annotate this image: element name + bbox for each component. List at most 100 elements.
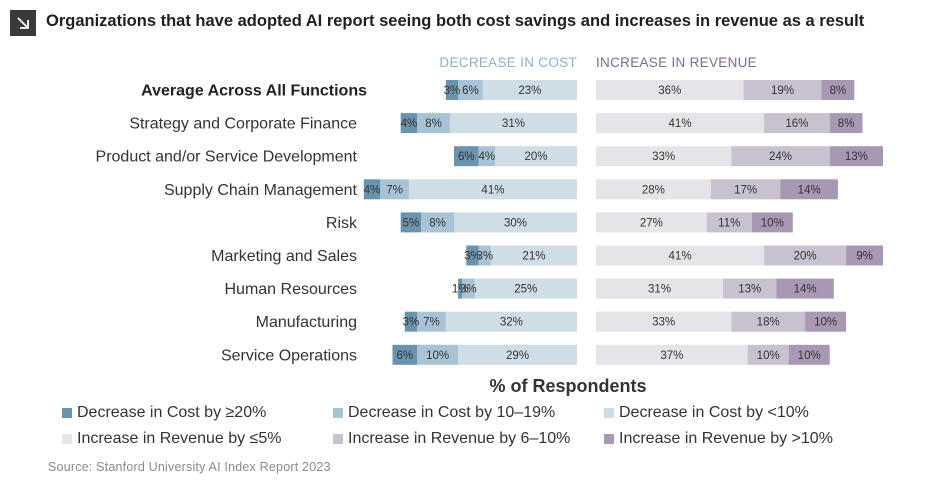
data-label: 3% (476, 251, 493, 263)
bar-segment (776, 278, 834, 299)
data-label: 10% (761, 217, 784, 229)
data-label: 16% (785, 118, 808, 130)
legend-item: Decrease in Cost by <10% (604, 404, 809, 422)
bar-segment (596, 113, 765, 134)
data-label: 31% (648, 284, 671, 296)
data-label: 41% (669, 118, 692, 130)
bar-segment (596, 344, 748, 365)
legend-swatch (333, 434, 343, 444)
legend-item: Increase in Revenue by >10% (604, 430, 833, 448)
data-label: 8% (425, 118, 442, 130)
data-label: 14% (798, 184, 821, 196)
data-label: 10% (426, 350, 449, 362)
bar-segment (495, 146, 577, 167)
legend-swatch (333, 408, 343, 418)
legend-swatch (604, 434, 614, 444)
bar-segment (596, 80, 744, 100)
chart-title: Organizations that have adopted AI repor… (46, 12, 865, 30)
legend-swatch (62, 408, 72, 418)
category-label: Manufacturing (256, 314, 357, 331)
source-note: Source: Stanford University AI Index Rep… (48, 460, 331, 474)
data-label: 30% (504, 217, 527, 229)
data-label: 3% (444, 85, 461, 97)
bar-segment (458, 80, 483, 100)
bar-segment (392, 344, 418, 365)
bar-segment (454, 212, 577, 233)
bar-segment (805, 311, 847, 332)
legend-label: Increase in Revenue by ≤5% (77, 430, 282, 447)
data-label: 9% (856, 251, 873, 263)
bar-segment (596, 179, 711, 200)
bar-segment (458, 344, 577, 365)
legend-label: Decrease in Cost by <10% (619, 404, 809, 421)
bar-segment (417, 311, 446, 332)
data-label: 27% (640, 217, 663, 229)
data-label: 21% (522, 251, 545, 263)
data-label: 17% (734, 184, 757, 196)
data-label: 13% (845, 151, 868, 163)
bar-segment (731, 146, 830, 167)
bar-segment (747, 344, 789, 365)
bar-segment (449, 113, 577, 134)
legend-swatch (62, 434, 72, 444)
category-label: Supply Chain Management (164, 182, 358, 199)
bar-segment (764, 113, 830, 134)
bar-segment (829, 146, 883, 167)
bar-segment (788, 344, 830, 365)
data-label: 8% (429, 217, 446, 229)
category-label: Strategy and Corporate Finance (129, 116, 357, 133)
bar-segment (400, 113, 418, 134)
bar-segment (478, 245, 491, 266)
bar-segment (596, 245, 765, 266)
bar-segment (596, 146, 732, 167)
data-label: 4% (364, 184, 381, 196)
category-label: Service Operations (221, 347, 357, 364)
category-label: Risk (326, 215, 358, 232)
data-label: 5% (403, 217, 420, 229)
legend-item: Increase in Revenue by ≤5% (62, 430, 281, 448)
data-label: 8% (838, 118, 855, 130)
bar-segment (478, 146, 495, 167)
bar-segment (596, 278, 724, 299)
data-label: 1% (452, 284, 469, 296)
data-label: 28% (642, 184, 665, 196)
data-label: 36% (658, 85, 681, 97)
bar-segment (462, 278, 475, 299)
data-label: 10% (798, 350, 821, 362)
data-label: 33% (652, 317, 675, 329)
data-label: 24% (769, 151, 792, 163)
legend-swatch (604, 408, 614, 418)
legend-label: Increase in Revenue by >10% (619, 430, 833, 447)
data-label: 23% (518, 85, 541, 97)
bar-segment (751, 212, 793, 233)
bar-segment (445, 311, 577, 332)
bar-segment (764, 245, 847, 266)
data-label: 3% (464, 251, 481, 263)
bar-segment (490, 245, 577, 266)
data-label: 20% (524, 151, 547, 163)
bar-segment (421, 212, 454, 233)
data-label: 41% (481, 184, 504, 196)
legend-label: Decrease in Cost by ≥20% (77, 404, 267, 421)
bar-segment (743, 80, 822, 100)
cost-panel-header: DECREASE IN COST (439, 55, 577, 70)
legend-item: Decrease in Cost by ≥20% (62, 404, 266, 422)
data-label: 14% (794, 284, 817, 296)
data-label: 10% (757, 350, 780, 362)
revenue-panel-header: INCREASE IN REVENUE (596, 55, 757, 70)
bar-segment (821, 80, 855, 100)
legend-label: Decrease in Cost by 10–19% (348, 404, 556, 421)
data-label: 18% (757, 317, 780, 329)
legend-item: Decrease in Cost by 10–19% (333, 404, 555, 422)
bar-segment (454, 146, 479, 167)
category-label: Average Across All Functions (141, 83, 367, 100)
bar-segment (474, 278, 577, 299)
data-label: 19% (771, 85, 794, 97)
data-label: 29% (506, 350, 529, 362)
bar-segment (400, 212, 422, 233)
bar-segment (363, 179, 381, 200)
bar-segment (458, 278, 463, 299)
bar-segment (596, 212, 707, 233)
data-label: 3% (460, 284, 477, 296)
bar-segment (846, 245, 883, 266)
